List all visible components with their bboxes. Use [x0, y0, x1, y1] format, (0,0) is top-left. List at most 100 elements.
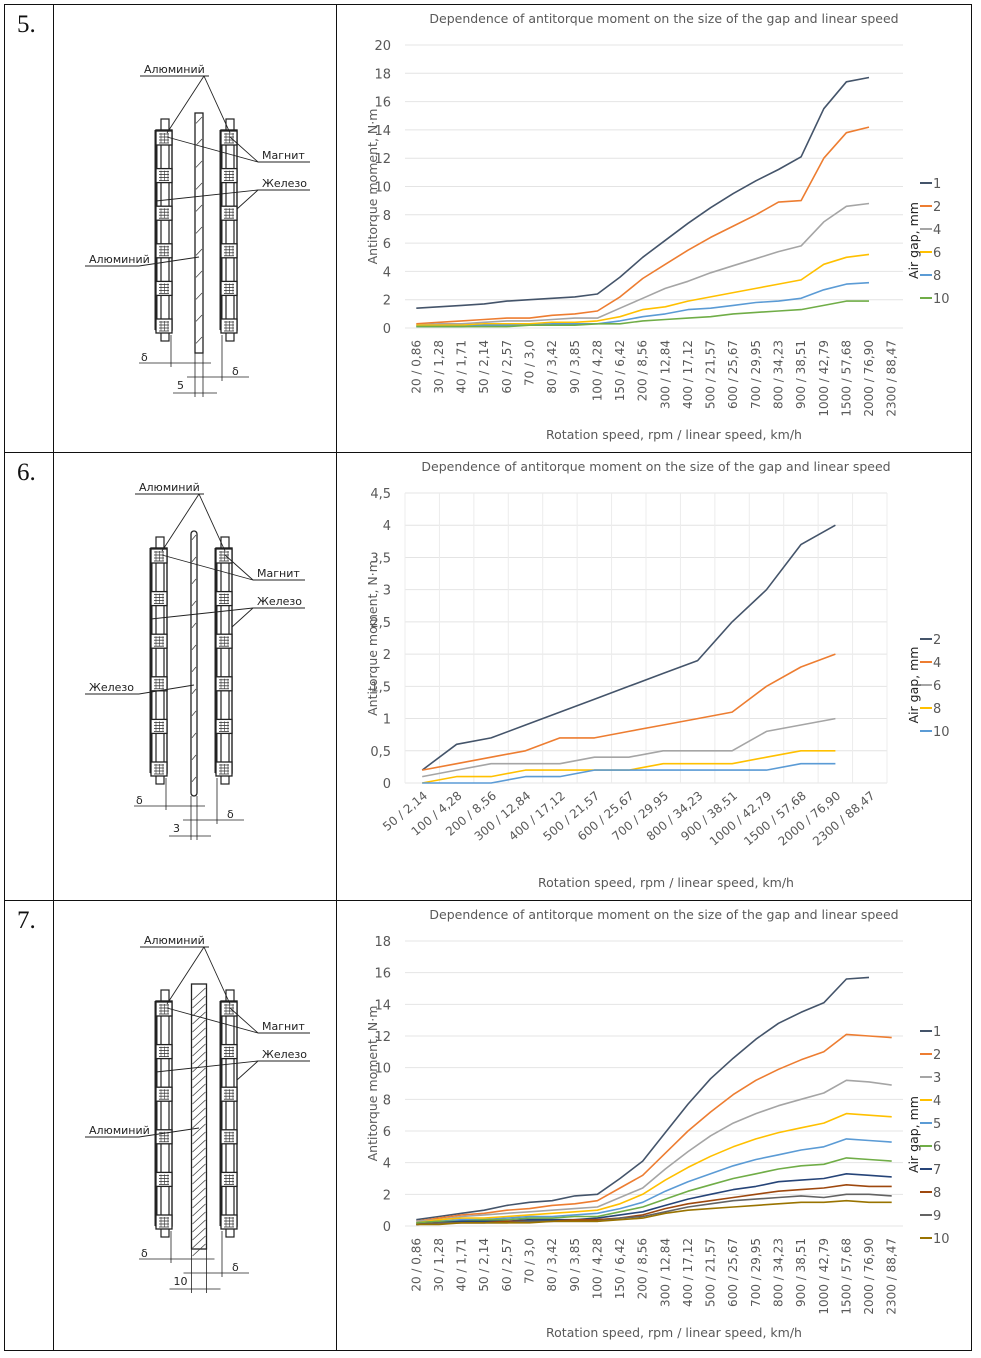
plate-hatch — [195, 116, 203, 124]
x-tick-label: 20 / 0,86 — [409, 340, 423, 394]
x-tick-label: 600 / 25,67 — [726, 1238, 740, 1307]
x-tick-label: 100 / 4,28 — [590, 340, 604, 401]
legend-label: 8 — [933, 1186, 941, 1201]
delta-label: δ — [227, 808, 234, 821]
diagram-cell: Алюминий Магнит Железо Железо δ δ 3 — [53, 452, 337, 901]
magnet-block — [150, 761, 168, 777]
plate-hatch — [192, 1043, 206, 1057]
x-tick-label: 40 / 1,71 — [455, 1238, 469, 1292]
chart-title: Dependence of antitorque moment on the s… — [429, 11, 898, 26]
diagram-cell: Алюминий Магнит Железо Алюминий δ δ 5 — [53, 4, 337, 453]
x-tick-label: 700 / 29,95 — [749, 340, 763, 409]
legend-label: 9 — [933, 1209, 941, 1224]
aluminium-rail — [220, 536, 230, 785]
magnet-block — [150, 633, 168, 649]
y-tick-label: 4 — [383, 1157, 391, 1172]
legend-label: 1 — [933, 1025, 941, 1040]
plate-hatch — [191, 600, 197, 607]
thickness-label: 5 — [177, 379, 184, 392]
series-line-3 — [416, 1079, 892, 1223]
leader-line — [166, 946, 205, 1005]
leader-line — [161, 554, 254, 581]
x-tick-label: 60 / 2,57 — [500, 1238, 514, 1292]
series-line-2 — [416, 126, 870, 325]
y-tick-label: 14 — [374, 998, 391, 1013]
legend-label: 7 — [933, 1163, 941, 1178]
plate-hatch — [192, 1203, 206, 1217]
plate-hatch — [192, 1243, 206, 1257]
chart-background — [337, 5, 971, 451]
magnet-block — [220, 1129, 238, 1145]
legend-title: Air gap, mm — [906, 202, 921, 279]
plate-hatch — [192, 1195, 206, 1209]
magnet-block — [215, 761, 233, 777]
legend-label: 2 — [933, 633, 941, 648]
x-tick-label: 500 / 21,57 — [704, 340, 718, 409]
plate-hatch — [191, 710, 197, 717]
label-top-aluminium: Алюминий — [144, 934, 205, 947]
plate-hatch — [192, 995, 206, 1009]
leader-line — [138, 256, 200, 267]
x-tick-label: 400 / 17,12 — [681, 340, 695, 409]
label-iron: Железо — [262, 1048, 307, 1061]
chart-cell: Dependence of antitorque moment on the s… — [336, 452, 972, 901]
x-tick-label: 30 / 1,28 — [432, 340, 446, 394]
x-tick-label: 300 / 12,84 — [658, 1238, 672, 1307]
plate-hatch — [195, 226, 203, 234]
plate-hatch — [192, 1083, 206, 1097]
y-tick-label: 10 — [374, 181, 391, 196]
x-tick-label: 20 / 0,86 — [409, 1238, 423, 1292]
row-number-cell: 7. — [4, 900, 54, 1351]
y-tick-label: 3 — [383, 584, 391, 599]
x-tick-label: 2000 / 76,90 — [862, 1238, 876, 1315]
x-tick-label: 200 / 8,56 — [636, 340, 650, 401]
results-table: 5. Алюминий Магнит Железо Алюминий δ δ 5 Depen… — [4, 4, 972, 1351]
y-tick-label: 2 — [383, 294, 391, 309]
label-magnet: Магнит — [262, 149, 305, 162]
magnet-block — [155, 205, 173, 221]
series-line-8 — [416, 281, 870, 328]
x-tick-label: 90 / 3,85 — [568, 1238, 582, 1292]
legend-label: 10 — [933, 1232, 950, 1247]
plate-hatch — [195, 336, 203, 344]
x-tick-label: 700 / 29,95 — [749, 1238, 763, 1307]
plate-hatch — [192, 1187, 206, 1201]
row-number: 6. — [17, 459, 36, 486]
plate-hatch — [192, 1035, 206, 1049]
x-tick-label: 900 / 38,51 — [794, 1238, 808, 1307]
legend-label: 8 — [933, 702, 941, 717]
legend-label: 6 — [933, 679, 941, 694]
label-center-plate: Железо — [89, 681, 134, 694]
plate-hatch — [191, 754, 197, 761]
line-chart: Dependence of antitorque moment on the s… — [337, 901, 971, 1349]
center-plate — [190, 530, 198, 797]
leader-line — [236, 189, 259, 210]
series-line-10 — [422, 762, 836, 784]
line-chart: Dependence of antitorque moment on the s… — [337, 453, 971, 899]
legend-label: 2 — [933, 200, 941, 215]
leader-line — [229, 136, 259, 163]
legend-label: 5 — [933, 1117, 941, 1132]
magnet-block — [155, 167, 173, 184]
table-row: 7. Алюминий Магнит Железо Алюминий δ δ 10 Depe… — [4, 900, 972, 1351]
x-tick-label: 80 / 3,42 — [545, 1238, 559, 1292]
y-tick-label: 0,5 — [370, 745, 391, 760]
aluminium-rail — [160, 118, 170, 342]
x-tick-label: 400 / 17,12 — [681, 1238, 695, 1307]
x-tick-label: 2000 / 76,90 — [862, 340, 876, 417]
label-iron: Железо — [262, 177, 307, 190]
x-tick-label: 80 / 3,42 — [545, 340, 559, 394]
chart-cell: Dependence of antitorque moment on the s… — [336, 4, 972, 453]
label-magnet: Магнит — [257, 567, 300, 580]
iron-rail — [220, 129, 238, 331]
legend-title: Air gap, mm — [906, 1096, 921, 1173]
x-tick-label: 200 / 8,56 — [636, 1238, 650, 1299]
x-tick-label: 500 / 21,57 — [704, 1238, 718, 1307]
leader-line — [155, 1060, 259, 1073]
legend-label: 4 — [933, 656, 941, 671]
plate-hatch — [191, 688, 197, 695]
plate-hatch — [192, 1235, 206, 1249]
leader-line — [166, 75, 205, 134]
x-tick-label: 1000 / 42,79 — [817, 340, 831, 417]
diagram-cell: Алюминий Магнит Железо Алюминий δ δ 10 — [53, 900, 337, 1351]
